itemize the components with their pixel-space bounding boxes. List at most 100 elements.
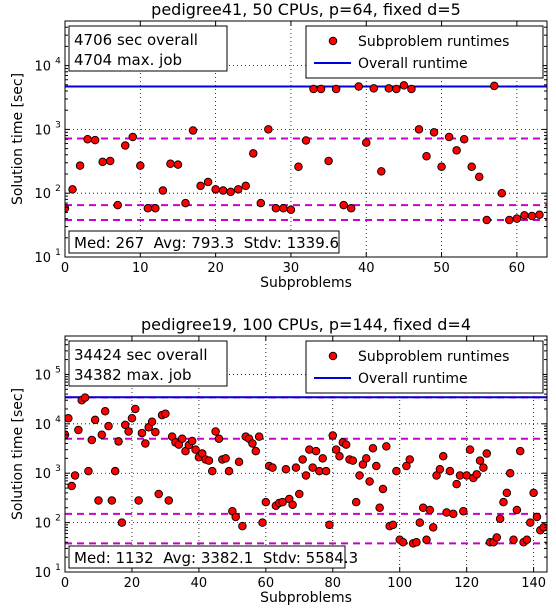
data-point	[196, 181, 205, 191]
data-point	[90, 415, 100, 425]
x-tick-label: 40	[358, 261, 375, 276]
data-point	[127, 413, 137, 423]
stats-box-text: Med: 267 Avg: 793.3 Stdv: 1339.6	[74, 234, 339, 252]
x-tick-label: 80	[325, 576, 342, 591]
data-point	[472, 470, 481, 479]
data-point	[294, 162, 303, 171]
data-point	[512, 505, 522, 515]
data-point	[128, 132, 138, 142]
data-point	[188, 126, 198, 135]
x-tick-label: 30	[283, 261, 300, 276]
plot-area	[65, 81, 547, 225]
data-point	[241, 181, 250, 191]
x-tick-label: 0	[61, 261, 69, 276]
data-point	[286, 205, 296, 215]
data-point	[173, 160, 183, 169]
data-point	[311, 446, 321, 456]
data-point	[316, 84, 326, 94]
data-point	[399, 81, 409, 90]
data-point	[422, 151, 431, 161]
y-tick-label: 10	[34, 368, 51, 383]
data-point	[324, 156, 333, 166]
data-point	[268, 463, 277, 472]
data-point	[181, 198, 190, 208]
data-point	[444, 132, 454, 142]
legend-marker	[328, 36, 338, 46]
data-point	[248, 439, 257, 448]
data-point	[301, 471, 311, 480]
x-tick-label: 0	[61, 576, 69, 591]
data-point	[382, 442, 391, 451]
data-point	[331, 84, 341, 94]
x-tick-label: 40	[191, 576, 208, 591]
y-tick-exponent: 3	[55, 464, 61, 474]
data-point	[308, 463, 317, 472]
data-point	[100, 406, 110, 416]
data-point	[238, 521, 247, 531]
data-point	[392, 84, 401, 94]
data-point	[407, 84, 416, 94]
y-tick-exponent: 2	[55, 514, 61, 524]
data-point	[218, 186, 228, 195]
plot-area	[65, 393, 547, 548]
data-point	[261, 497, 271, 507]
data-point	[208, 466, 217, 476]
data-point	[83, 135, 92, 144]
data-point	[298, 455, 307, 464]
data-point	[490, 81, 499, 91]
y-tick-label: 10	[34, 517, 51, 532]
stats-box: Med: 267 Avg: 793.3 Stdv: 1339.6	[68, 230, 340, 254]
data-point	[339, 200, 348, 210]
data-point	[505, 468, 515, 478]
data-point	[505, 215, 514, 225]
data-point	[151, 204, 160, 213]
data-point	[124, 427, 133, 436]
data-point	[437, 162, 446, 171]
y-tick-exponent: 1	[55, 248, 61, 258]
data-point	[346, 204, 356, 213]
data-point	[428, 523, 438, 532]
data-point	[405, 455, 415, 464]
data-point	[335, 452, 344, 461]
data-point	[211, 427, 220, 436]
data-point	[459, 506, 468, 516]
y-axis-label: Solution time [sec]	[10, 73, 26, 205]
data-point	[502, 488, 512, 498]
data-point	[497, 188, 507, 198]
data-point	[70, 471, 80, 480]
x-tick-label: 60	[258, 576, 275, 591]
data-point	[113, 200, 122, 210]
data-point	[351, 497, 361, 507]
data-point	[249, 149, 258, 158]
y-tick-label: 10	[34, 251, 51, 266]
y-tick-exponent: 5	[55, 365, 61, 375]
data-point	[254, 432, 264, 441]
data-point	[474, 172, 484, 182]
data-point	[539, 523, 547, 532]
legend: Subproblem runtimes Overall runtime	[305, 340, 544, 394]
data-point	[465, 445, 475, 454]
x-tick-label: 100	[387, 576, 412, 591]
data-point	[166, 159, 175, 168]
data-point	[378, 484, 388, 494]
info-box-frame	[68, 25, 228, 72]
data-point	[532, 512, 542, 522]
data-point	[527, 211, 537, 221]
data-point	[187, 436, 197, 446]
y-tick-label: 10	[34, 60, 51, 75]
data-point	[499, 497, 508, 507]
data-point	[372, 461, 381, 471]
data-point	[365, 477, 374, 486]
data-point	[151, 427, 160, 437]
info-box-overall: 34424 sec overall	[74, 346, 208, 364]
y-tick-exponent: 4	[55, 57, 61, 67]
data-point	[221, 454, 230, 463]
data-point	[204, 456, 214, 465]
info-box-max-job: 4704 max. job	[74, 51, 182, 69]
data-point	[318, 454, 327, 463]
data-point	[422, 535, 431, 544]
data-point	[94, 496, 103, 505]
data-point	[114, 437, 123, 446]
data-point	[309, 84, 318, 94]
data-point	[117, 518, 127, 527]
